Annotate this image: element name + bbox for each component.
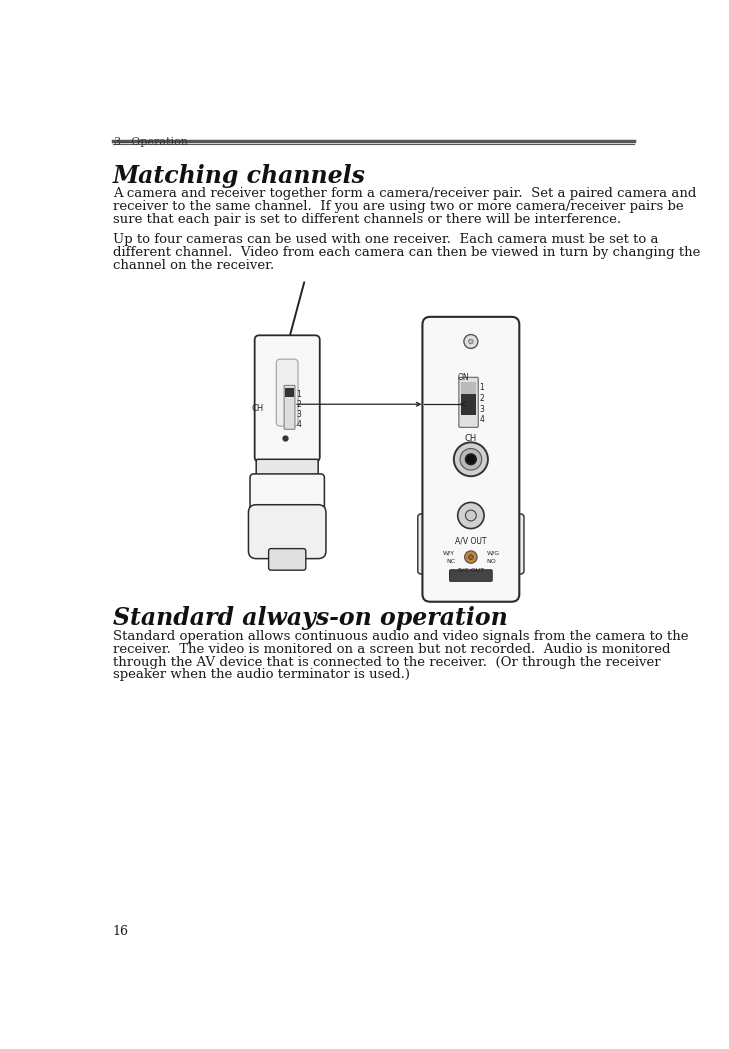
Text: 3: 3 xyxy=(297,410,301,419)
Text: different channel.  Video from each camera can then be viewed in turn by changin: different channel. Video from each camer… xyxy=(113,247,700,259)
Circle shape xyxy=(460,449,482,470)
Text: 1: 1 xyxy=(480,383,484,392)
FancyBboxPatch shape xyxy=(254,336,320,462)
Text: through the AV device that is connected to the receiver.  (Or through the receiv: through the AV device that is connected … xyxy=(113,656,660,668)
Circle shape xyxy=(464,335,477,348)
FancyBboxPatch shape xyxy=(507,514,524,574)
FancyBboxPatch shape xyxy=(268,549,305,571)
Text: 4: 4 xyxy=(297,420,301,429)
Text: channel on the receiver.: channel on the receiver. xyxy=(113,259,274,272)
FancyBboxPatch shape xyxy=(422,317,519,602)
Text: 1: 1 xyxy=(297,390,301,399)
Text: 4: 4 xyxy=(480,415,484,425)
Circle shape xyxy=(454,443,488,476)
FancyBboxPatch shape xyxy=(249,505,326,559)
FancyBboxPatch shape xyxy=(256,459,318,479)
Text: Up to four cameras can be used with one receiver.  Each camera must be set to a: Up to four cameras can be used with one … xyxy=(113,233,658,247)
FancyBboxPatch shape xyxy=(418,514,434,574)
Text: receiver to the same channel.  If you are using two or more camera/receiver pair: receiver to the same channel. If you are… xyxy=(113,200,684,213)
Text: 3—Operation: 3—Operation xyxy=(113,136,188,147)
Circle shape xyxy=(464,551,477,563)
Text: 2: 2 xyxy=(480,393,484,403)
FancyBboxPatch shape xyxy=(250,474,324,516)
Circle shape xyxy=(469,339,473,344)
FancyBboxPatch shape xyxy=(450,570,492,581)
Text: CH: CH xyxy=(252,404,264,413)
Text: ON: ON xyxy=(457,373,469,382)
Circle shape xyxy=(458,502,484,529)
Text: CH: CH xyxy=(464,434,477,443)
Circle shape xyxy=(465,454,476,465)
FancyBboxPatch shape xyxy=(459,378,478,427)
Text: A camera and receiver together form a camera/receiver pair.  Set a paired camera: A camera and receiver together form a ca… xyxy=(113,188,696,200)
FancyBboxPatch shape xyxy=(285,388,294,397)
Text: Standard always-on operation: Standard always-on operation xyxy=(113,605,507,629)
Text: 16: 16 xyxy=(113,925,129,938)
FancyBboxPatch shape xyxy=(461,393,476,415)
Text: receiver.  The video is monitored on a screen but not recorded.  Audio is monito: receiver. The video is monitored on a sc… xyxy=(113,643,671,656)
Text: NO: NO xyxy=(486,559,496,564)
FancyBboxPatch shape xyxy=(461,382,476,395)
Circle shape xyxy=(469,555,473,559)
FancyBboxPatch shape xyxy=(276,359,298,426)
Text: Standard operation allows continuous audio and video signals from the camera to : Standard operation allows continuous aud… xyxy=(113,630,688,643)
Text: Matching channels: Matching channels xyxy=(113,165,366,189)
Text: A/V OUT: A/V OUT xyxy=(455,536,487,545)
Text: R/C OUT: R/C OUT xyxy=(458,568,484,572)
FancyBboxPatch shape xyxy=(284,385,295,429)
Text: 2: 2 xyxy=(297,400,301,409)
Text: speaker when the audio terminator is used.): speaker when the audio terminator is use… xyxy=(113,668,410,682)
Text: W/Y: W/Y xyxy=(443,550,456,555)
Text: NC: NC xyxy=(446,559,456,564)
Text: sure that each pair is set to different channels or there will be interference.: sure that each pair is set to different … xyxy=(113,213,621,226)
Text: 3: 3 xyxy=(480,405,484,413)
Text: W/G: W/G xyxy=(486,550,499,555)
Circle shape xyxy=(465,510,476,521)
